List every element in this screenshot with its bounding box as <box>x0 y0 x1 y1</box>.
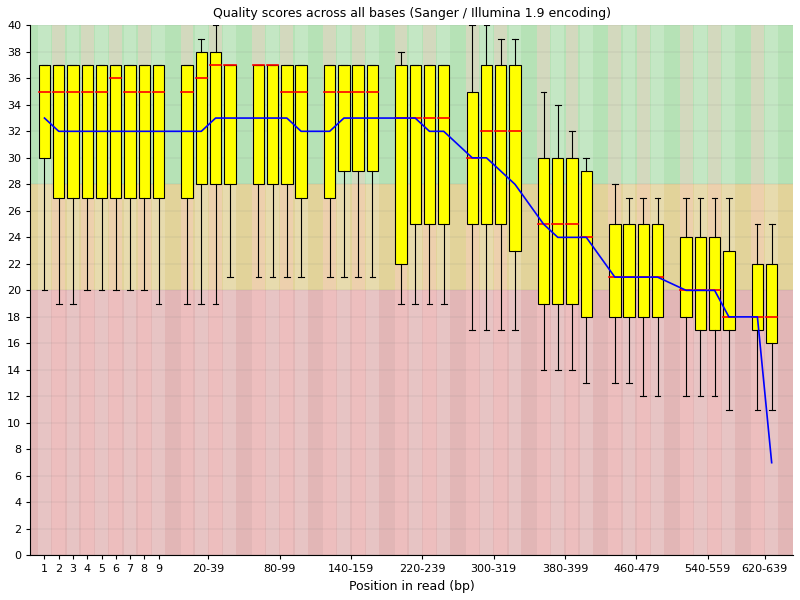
FancyBboxPatch shape <box>709 238 720 330</box>
FancyBboxPatch shape <box>495 65 506 224</box>
Bar <box>38 25 51 556</box>
Bar <box>580 25 593 556</box>
Bar <box>110 25 122 556</box>
FancyBboxPatch shape <box>638 224 649 317</box>
FancyBboxPatch shape <box>623 224 634 317</box>
FancyBboxPatch shape <box>424 65 435 224</box>
Bar <box>30 290 793 556</box>
FancyBboxPatch shape <box>723 251 734 330</box>
FancyBboxPatch shape <box>82 65 93 197</box>
FancyBboxPatch shape <box>138 65 150 197</box>
FancyBboxPatch shape <box>96 65 107 197</box>
FancyBboxPatch shape <box>681 238 692 317</box>
Bar <box>394 25 407 556</box>
FancyBboxPatch shape <box>552 158 563 304</box>
Bar <box>480 25 493 556</box>
FancyBboxPatch shape <box>124 65 136 197</box>
FancyBboxPatch shape <box>224 65 235 184</box>
Bar <box>281 25 294 556</box>
Bar <box>537 25 550 556</box>
Bar <box>338 25 350 556</box>
Bar <box>30 184 793 290</box>
FancyBboxPatch shape <box>196 52 207 184</box>
FancyBboxPatch shape <box>395 65 406 264</box>
Bar <box>494 25 507 556</box>
Bar <box>323 25 336 556</box>
Title: Quality scores across all bases (Sanger / Illumina 1.9 encoding): Quality scores across all bases (Sanger … <box>213 7 610 20</box>
FancyBboxPatch shape <box>353 65 364 171</box>
Bar <box>138 25 150 556</box>
FancyBboxPatch shape <box>566 158 578 304</box>
Bar <box>209 25 222 556</box>
Bar <box>181 25 194 556</box>
FancyBboxPatch shape <box>53 65 65 197</box>
Bar <box>609 25 622 556</box>
FancyBboxPatch shape <box>752 264 763 330</box>
Bar <box>466 25 478 556</box>
FancyBboxPatch shape <box>110 65 122 197</box>
FancyBboxPatch shape <box>182 65 193 197</box>
Bar <box>352 25 365 556</box>
Bar <box>152 25 165 556</box>
FancyBboxPatch shape <box>766 264 778 343</box>
FancyBboxPatch shape <box>366 65 378 171</box>
Bar <box>30 25 793 184</box>
Bar <box>566 25 578 556</box>
Bar <box>81 25 94 556</box>
FancyBboxPatch shape <box>324 65 335 197</box>
FancyBboxPatch shape <box>466 92 478 224</box>
FancyBboxPatch shape <box>609 224 621 317</box>
Bar <box>195 25 208 556</box>
FancyBboxPatch shape <box>481 65 492 224</box>
FancyBboxPatch shape <box>581 171 592 317</box>
FancyBboxPatch shape <box>38 65 50 158</box>
FancyBboxPatch shape <box>538 158 550 304</box>
Bar <box>95 25 108 556</box>
Bar <box>52 25 65 556</box>
Bar <box>751 25 764 556</box>
FancyBboxPatch shape <box>410 65 421 224</box>
Bar <box>366 25 379 556</box>
Bar <box>409 25 422 556</box>
Bar <box>252 25 265 556</box>
X-axis label: Position in read (bp): Position in read (bp) <box>349 580 474 593</box>
FancyBboxPatch shape <box>210 52 222 184</box>
Bar <box>294 25 307 556</box>
Bar <box>551 25 564 556</box>
Bar <box>622 25 635 556</box>
Bar <box>438 25 450 556</box>
Bar <box>266 25 279 556</box>
FancyBboxPatch shape <box>438 65 450 224</box>
FancyBboxPatch shape <box>153 65 164 197</box>
Bar <box>708 25 721 556</box>
Bar <box>637 25 650 556</box>
FancyBboxPatch shape <box>694 238 706 330</box>
FancyBboxPatch shape <box>652 224 663 317</box>
Bar <box>680 25 693 556</box>
Bar <box>509 25 522 556</box>
Bar <box>651 25 664 556</box>
FancyBboxPatch shape <box>295 65 307 197</box>
FancyBboxPatch shape <box>338 65 350 171</box>
Bar <box>223 25 236 556</box>
Bar <box>66 25 79 556</box>
Bar <box>423 25 436 556</box>
FancyBboxPatch shape <box>253 65 264 184</box>
FancyBboxPatch shape <box>510 65 521 251</box>
Bar <box>694 25 706 556</box>
FancyBboxPatch shape <box>281 65 293 184</box>
Bar <box>766 25 778 556</box>
FancyBboxPatch shape <box>267 65 278 184</box>
FancyBboxPatch shape <box>67 65 78 197</box>
Bar <box>124 25 137 556</box>
Bar <box>722 25 735 556</box>
